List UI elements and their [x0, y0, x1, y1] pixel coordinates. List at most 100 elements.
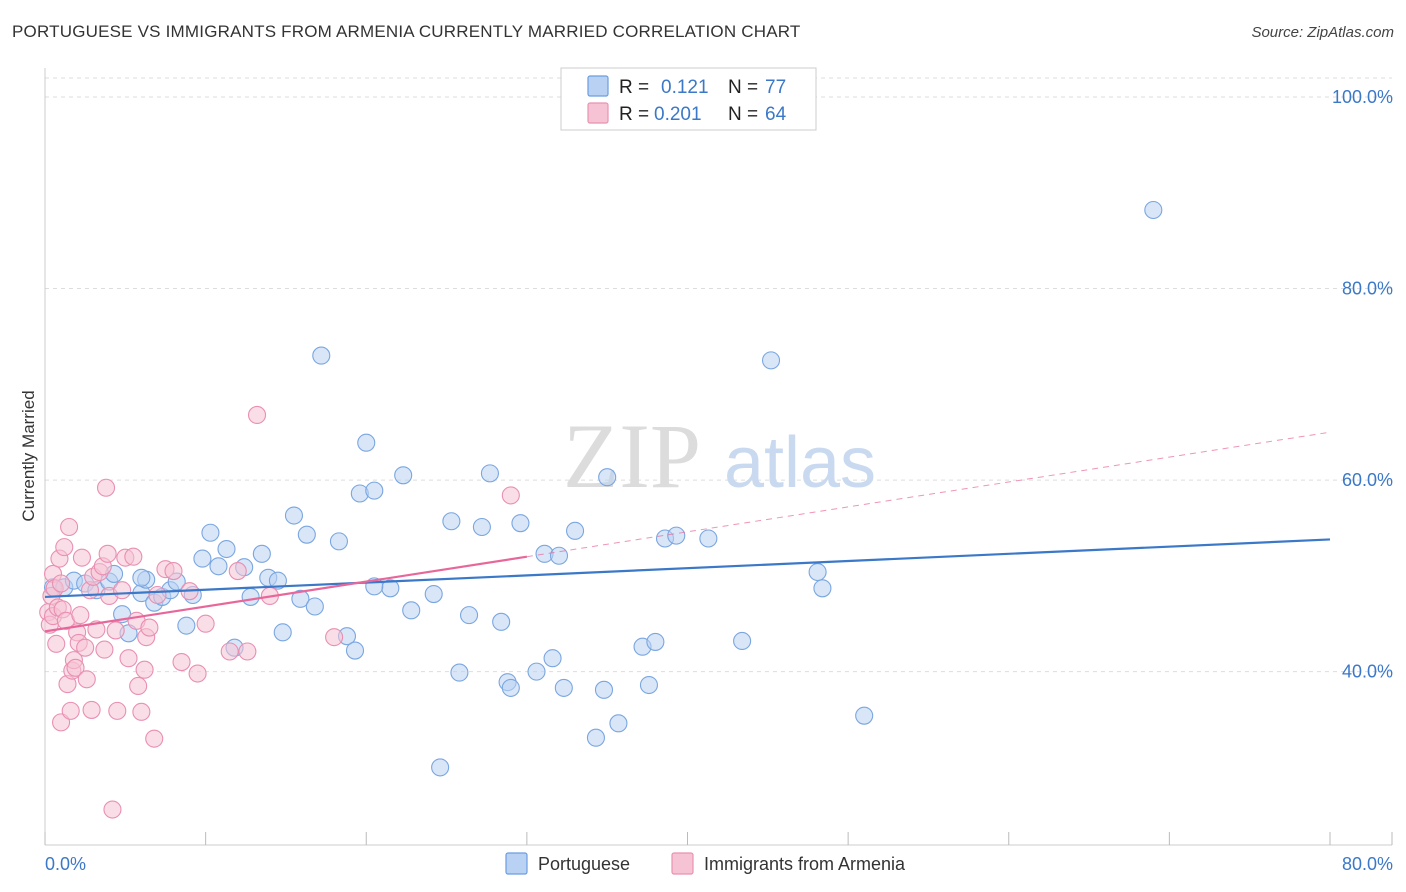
watermark: ZIP atlas — [563, 405, 876, 507]
point-portuguese-43 — [431, 758, 450, 777]
point-portuguese-45 — [450, 663, 469, 682]
point-armenia-53 — [172, 652, 191, 672]
point-portuguese-38 — [365, 481, 384, 500]
point-portuguese-33 — [329, 532, 348, 551]
point-portuguese-61 — [598, 468, 617, 487]
point-portuguese-23 — [241, 587, 260, 606]
stats-legend: R = 0.121 N = 77 R = 0.201 N = 64 — [560, 67, 817, 131]
point-armenia-34 — [98, 544, 117, 563]
point-armenia-63 — [501, 486, 520, 505]
point-armenia-32 — [95, 640, 114, 659]
point-armenia-56 — [196, 614, 215, 633]
trend-lines — [44, 431, 1331, 633]
point-portuguese-26 — [268, 571, 287, 590]
point-portuguese-47 — [472, 517, 491, 537]
point-portuguese-64 — [639, 675, 659, 695]
point-armenia-9 — [52, 574, 71, 593]
series-armenia-points — [39, 405, 520, 819]
bottom-legend-label-portuguese: Portuguese — [538, 854, 630, 874]
legend-r-label-2: R = — [619, 104, 649, 125]
point-portuguese-75 — [132, 568, 151, 587]
point-armenia-25 — [77, 670, 96, 689]
point-armenia-55 — [188, 664, 207, 683]
point-portuguese-42 — [424, 584, 443, 604]
y-tick-label-0: 100.0% — [1332, 87, 1393, 107]
point-armenia-42 — [124, 547, 143, 566]
point-portuguese-53 — [527, 662, 546, 681]
point-portuguese-49 — [492, 612, 511, 631]
legend-r-label-1: R = — [619, 77, 649, 98]
point-portuguese-74 — [1144, 200, 1163, 220]
point-armenia-23 — [72, 548, 91, 567]
legend-n-label-2: N = — [728, 104, 758, 125]
point-armenia-15 — [60, 517, 79, 537]
series-legend: Portuguese Immigrants from Armenia — [505, 852, 906, 875]
point-armenia-6 — [47, 634, 66, 653]
point-portuguese-57 — [554, 678, 573, 697]
point-armenia-39 — [113, 581, 132, 600]
point-armenia-58 — [228, 562, 247, 581]
source-label: Source: ZipAtlas.com — [1251, 24, 1394, 41]
point-portuguese-60 — [594, 680, 614, 699]
point-armenia-48 — [140, 618, 159, 637]
legend-n-value-portuguese: 77 — [765, 77, 786, 98]
point-portuguese-58 — [566, 521, 585, 540]
y-tick-label-2: 60.0% — [1342, 470, 1393, 490]
point-portuguese-20 — [217, 539, 236, 559]
point-armenia-19 — [66, 658, 85, 677]
point-armenia-16 — [61, 701, 80, 720]
x-axis-tick-labels: 0.0% 80.0% — [45, 854, 1393, 874]
point-portuguese-35 — [345, 641, 365, 660]
bottom-legend-swatch-portuguese — [505, 852, 528, 875]
legend-r-value-portuguese: 0.121 — [661, 77, 709, 98]
y-axis-label: Currently Married — [19, 390, 38, 521]
point-portuguese-24 — [252, 544, 271, 563]
legend-swatch-armenia — [587, 102, 609, 124]
axes — [44, 68, 1392, 846]
y-axis-tick-labels: 100.0% 80.0% 60.0% 40.0% — [1332, 87, 1393, 682]
trend-line-armenia-dashed — [526, 431, 1331, 558]
point-armenia-59 — [238, 642, 257, 661]
point-portuguese-37 — [357, 433, 376, 452]
point-portuguese-62 — [609, 714, 628, 733]
point-portuguese-18 — [201, 523, 220, 542]
point-portuguese-71 — [808, 562, 827, 582]
x-tick-label-1: 80.0% — [1342, 854, 1393, 874]
bottom-legend-swatch-armenia — [671, 852, 694, 875]
point-armenia-33 — [96, 478, 116, 497]
point-portuguese-69 — [733, 631, 752, 651]
legend-swatch-portuguese — [587, 75, 609, 97]
point-portuguese-51 — [501, 678, 520, 697]
point-portuguese-72 — [813, 579, 832, 598]
point-portuguese-28 — [284, 506, 304, 525]
legend-n-value-armenia: 64 — [765, 104, 787, 125]
point-portuguese-46 — [459, 606, 479, 625]
point-portuguese-30 — [297, 525, 316, 544]
point-portuguese-65 — [646, 632, 665, 651]
point-portuguese-59 — [586, 728, 605, 747]
legend-r-value-armenia: 0.201 — [654, 104, 702, 125]
y-tick-label-3: 40.0% — [1342, 662, 1393, 682]
point-portuguese-15 — [177, 616, 196, 635]
trend-line-portuguese — [44, 538, 1331, 599]
point-portuguese-32 — [312, 346, 331, 365]
watermark-atlas: atlas — [724, 423, 876, 503]
point-portuguese-17 — [193, 549, 212, 568]
point-portuguese-52 — [511, 514, 530, 533]
point-armenia-24 — [76, 638, 95, 657]
point-portuguese-48 — [480, 464, 499, 483]
bottom-legend-label-armenia: Immigrants from Armenia — [704, 854, 906, 874]
chart-title: PORTUGUESE VS IMMIGRANTS FROM ARMENIA CU… — [12, 22, 801, 41]
point-portuguese-70 — [761, 351, 781, 370]
watermark-zip: ZIP — [563, 405, 701, 507]
point-armenia-41 — [119, 649, 138, 668]
point-armenia-38 — [108, 701, 127, 720]
x-tick-label-0: 0.0% — [45, 854, 86, 874]
grid-lines — [45, 77, 1392, 673]
point-portuguese-55 — [543, 649, 562, 668]
point-portuguese-31 — [305, 597, 324, 616]
point-portuguese-44 — [442, 512, 461, 531]
series-portuguese-points — [43, 200, 1163, 777]
point-portuguese-29 — [291, 589, 310, 608]
